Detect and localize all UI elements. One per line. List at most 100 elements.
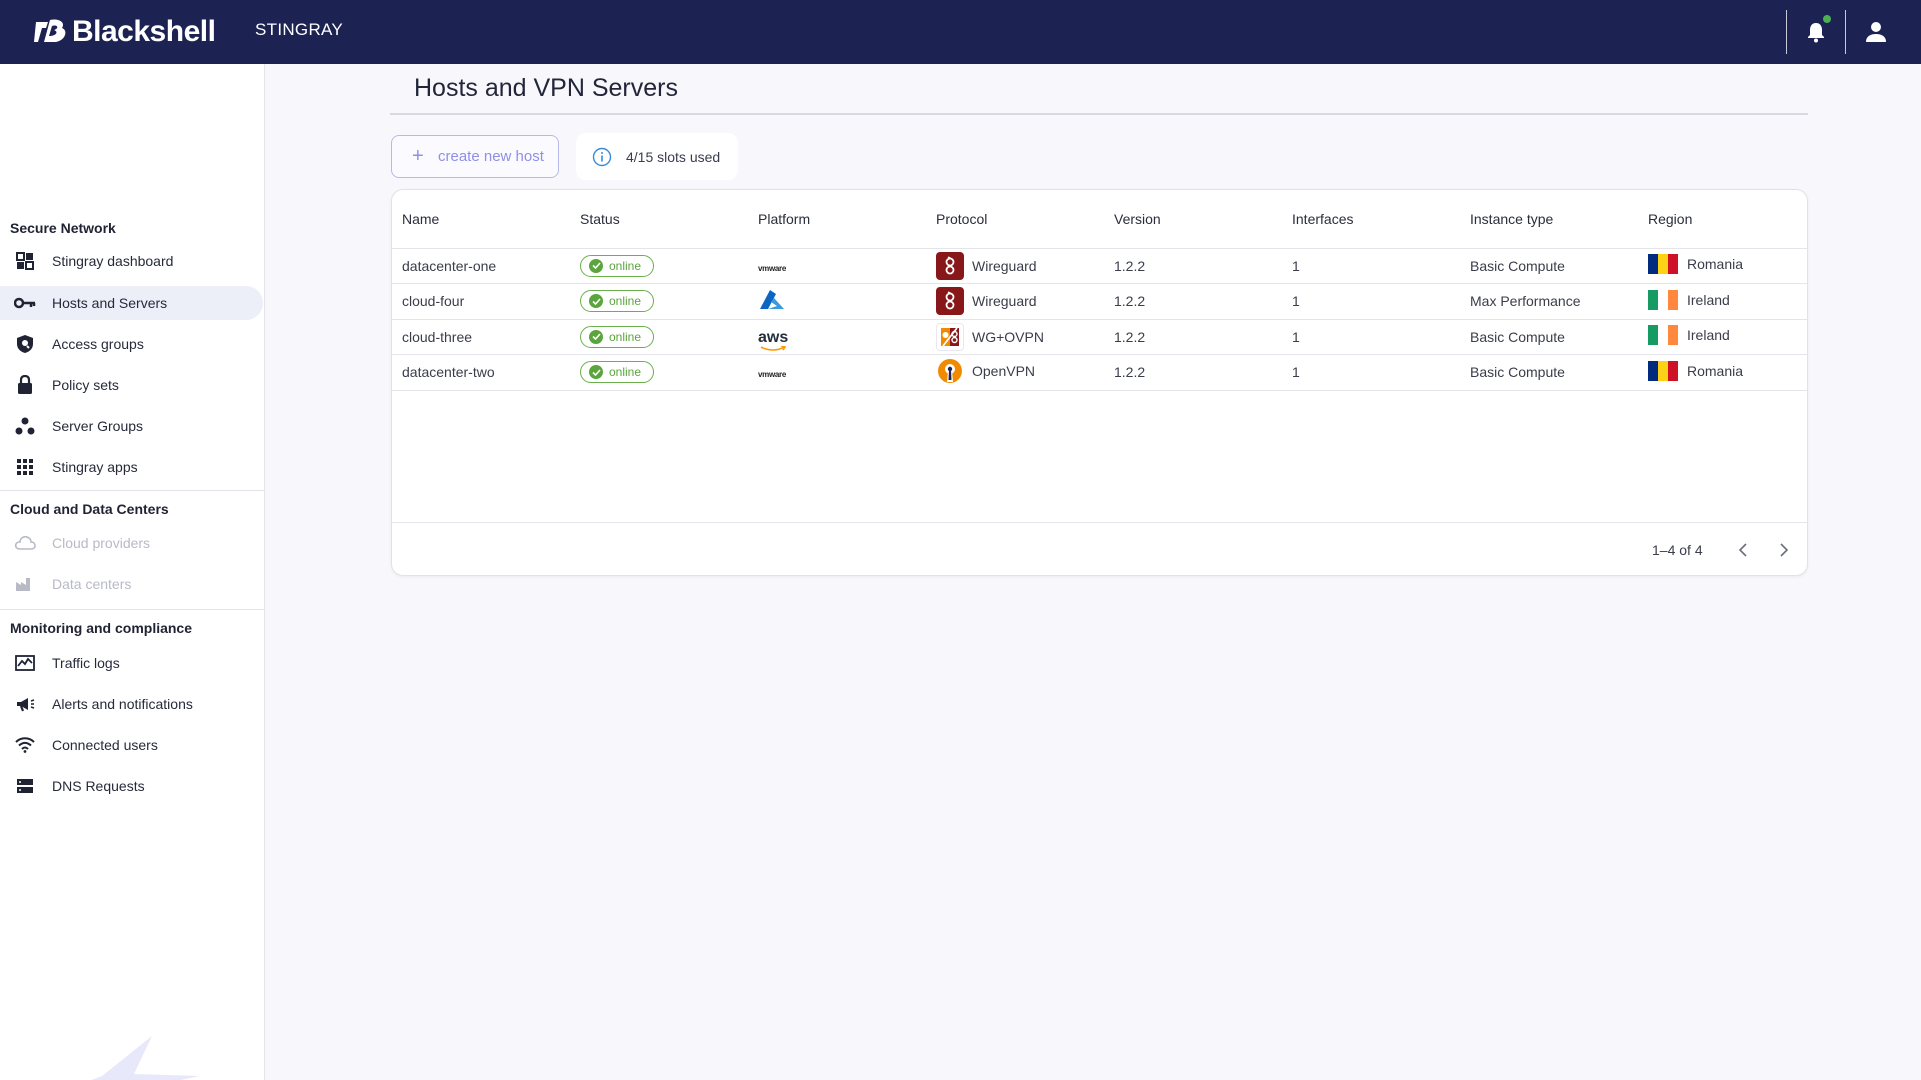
nodes-icon (14, 415, 36, 437)
region-name: Romania (1687, 362, 1744, 379)
table-row[interactable]: datacenter-one online vmware Wireguard 1… (392, 248, 1807, 284)
sidebar-item-hosts-and-servers[interactable]: Hosts and Servers (0, 286, 263, 320)
wg-ovpn-icon (936, 322, 964, 351)
version: 1.2.2 (1104, 354, 1282, 391)
cloud-check-icon (589, 365, 603, 380)
hosts-table: Name Status Platform Protocol Version In… (392, 190, 1807, 391)
sidebar-item-dns-requests[interactable]: DNS Requests (0, 769, 263, 803)
sidebar-item-label: Policy sets (52, 377, 119, 393)
sidebar-item-data-centers[interactable]: Data centers (0, 567, 263, 601)
instance-type: Basic Compute (1460, 248, 1638, 284)
status-badge: online (580, 254, 655, 277)
chart-icon (14, 652, 36, 674)
aws-logo-icon: aws (758, 329, 788, 351)
protocol-name: WG+OVPN (972, 328, 1044, 345)
sidebar-item-label: Stingray apps (52, 459, 138, 475)
column-header-version[interactable]: Version (1104, 190, 1282, 249)
sidebar-item-label: Hosts and Servers (52, 295, 168, 311)
next-page-button[interactable] (1772, 538, 1796, 562)
sidebar-item-label: Cloud providers (52, 535, 151, 551)
sidebar: Secure Network Stingray dashboard Hosts … (0, 64, 265, 1080)
status-text: online (609, 365, 642, 380)
hosts-table-card: Name Status Platform Protocol Version In… (391, 189, 1808, 576)
bell-icon (1808, 23, 1824, 43)
brand-logo[interactable]: Blackshell (32, 13, 216, 51)
status-text: online (609, 294, 642, 309)
column-header-platform[interactable]: Platform (748, 190, 926, 249)
page-title: Hosts and VPN Servers (414, 74, 678, 102)
version: 1.2.2 (1104, 319, 1282, 355)
notifications-button[interactable] (1800, 16, 1832, 48)
instance-type: Max Performance (1460, 283, 1638, 320)
sidebar-divider (0, 609, 264, 610)
sidebar-item-alerts-and-notifications[interactable]: Alerts and notifications (0, 687, 263, 721)
dns-icon (14, 775, 36, 797)
sidebar-item-label: Access groups (52, 336, 144, 352)
interfaces: 1 (1282, 354, 1460, 391)
column-header-instance-type[interactable]: Instance type (1460, 190, 1638, 249)
table-row[interactable]: cloud-four online Wireguard 1.2.2 1 Max … (392, 283, 1807, 320)
table-row[interactable]: datacenter-two online vmware OpenVPN 1.2… (392, 354, 1807, 391)
column-header-protocol[interactable]: Protocol (926, 190, 1104, 249)
interfaces: 1 (1282, 283, 1460, 320)
sidebar-item-label: Data centers (52, 576, 132, 592)
status-text: online (609, 329, 642, 344)
sidebar-item-connected-users[interactable]: Connected users (0, 728, 263, 762)
megaphone-icon (14, 693, 36, 715)
cloud-check-icon (589, 294, 603, 309)
region-name: Romania (1687, 256, 1744, 273)
section-title-secure-network: Secure Network (10, 220, 116, 236)
previous-page-button[interactable] (1731, 538, 1755, 562)
user-icon (1866, 22, 1886, 42)
ireland-flag-icon (1648, 289, 1678, 310)
ireland-flag-icon (1648, 325, 1678, 346)
notification-indicator (1823, 15, 1831, 23)
vmware-logo-icon: vmware (758, 263, 786, 273)
create-new-host-label: create new host (438, 148, 544, 165)
sidebar-item-stingray-dashboard[interactable]: Stingray dashboard (0, 244, 263, 278)
user-menu-button[interactable] (1860, 16, 1892, 48)
table-row[interactable]: cloud-three online aws WG+OVPN 1.2.2 1 B… (392, 319, 1807, 355)
plus-icon: + (412, 145, 424, 167)
apps-icon (14, 456, 36, 478)
column-header-name[interactable]: Name (392, 190, 570, 249)
host-name: datacenter-two (392, 354, 570, 391)
sidebar-item-traffic-logs[interactable]: Traffic logs (0, 646, 263, 680)
status-badge: online (580, 325, 655, 348)
sidebar-item-label: Connected users (52, 737, 158, 753)
chevron-right-icon (1780, 543, 1789, 557)
sidebar-item-label: Traffic logs (52, 655, 120, 671)
brand-name: Blackshell (72, 15, 216, 48)
interfaces: 1 (1282, 248, 1460, 284)
section-title-monitoring-and-compliance: Monitoring and compliance (10, 620, 193, 636)
protocol-name: OpenVPN (972, 363, 1036, 380)
host-name: datacenter-one (392, 248, 570, 284)
key-icon (14, 292, 36, 314)
protocol-name: Wireguard (972, 293, 1037, 310)
chevron-left-icon (1738, 543, 1747, 557)
protocol-name: Wireguard (972, 257, 1037, 274)
host-name: cloud-three (392, 319, 570, 355)
sidebar-item-label: Server Groups (52, 418, 144, 434)
sidebar-item-access-groups[interactable]: Access groups (0, 327, 263, 361)
column-header-status[interactable]: Status (570, 190, 748, 249)
wireguard-icon (936, 287, 964, 316)
sidebar-item-server-groups[interactable]: Server Groups (0, 409, 263, 443)
wireguard-icon (936, 251, 964, 280)
create-new-host-button[interactable]: + create new host (391, 135, 559, 178)
grid-icon (14, 250, 36, 272)
column-header-interfaces[interactable]: Interfaces (1282, 190, 1460, 249)
column-header-region[interactable]: Region (1638, 190, 1807, 249)
sidebar-divider (0, 490, 264, 491)
aws-smile-icon (760, 345, 786, 351)
sidebar-item-stingray-apps[interactable]: Stingray apps (0, 450, 263, 484)
topbar-divider (1845, 10, 1846, 54)
sidebar-item-label: DNS Requests (52, 778, 145, 794)
pagination-divider (392, 522, 1807, 523)
top-bar: Blackshell STINGRAY (0, 0, 1921, 64)
sidebar-item-cloud-providers[interactable]: Cloud providers (0, 526, 263, 560)
info-icon (592, 147, 612, 166)
slots-used-label: 4/15 slots used (626, 148, 721, 165)
sidebar-item-policy-sets[interactable]: Policy sets (0, 368, 263, 402)
slots-indicator: 4/15 slots used (576, 133, 738, 180)
